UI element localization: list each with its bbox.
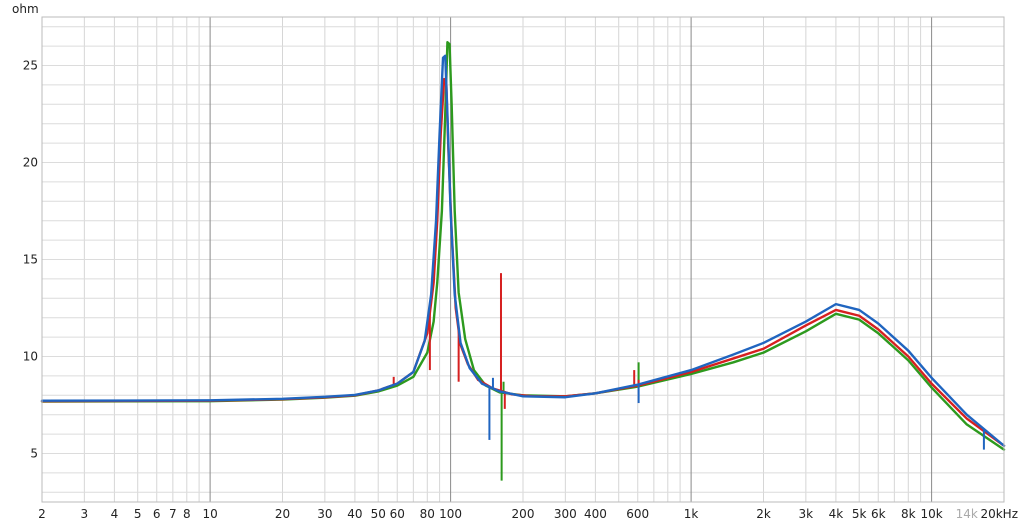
x-tick-label: 3k (799, 507, 814, 521)
x-tick-label: 5 (134, 507, 142, 521)
y-axis-labels: 5 10 15 20 25 (23, 59, 38, 461)
series-layer (40, 41, 1006, 481)
x-tick-label: 6k (871, 507, 886, 521)
x-tick-label: 5k (852, 507, 867, 521)
series-line (40, 41, 1006, 451)
x-tick-label: 10k (920, 507, 942, 521)
series-line (40, 54, 1006, 447)
x-tick-label: 300 (554, 507, 577, 521)
grid-layer (41, 17, 1005, 502)
x-axis-labels: 2 3 4 5 6 7 8 10 20 30 40 50 60 80 100 200 300 400 600 1k 2k… (38, 507, 1018, 521)
x-tick-label: 2 (38, 507, 46, 521)
y-tick-label: 15 (23, 253, 38, 267)
x-tick-label: 4 (111, 507, 119, 521)
x-tick-label: 6 (153, 507, 161, 521)
x-tick-label: 1k (684, 507, 699, 521)
x-tick-label: 60 (390, 507, 405, 521)
y-tick-label: 5 (30, 447, 38, 461)
x-tick-label: 3 (81, 507, 89, 521)
plot-border (41, 16, 1005, 503)
x-tick-label: 100 (439, 507, 462, 521)
x-tick-label: 4k (829, 507, 844, 521)
y-tick-label: 10 (23, 350, 38, 364)
x-tick-label: 40 (347, 507, 362, 521)
x-tick-label: 20kHz (980, 507, 1018, 521)
y-tick-label: 25 (23, 59, 38, 73)
x-tick-label: 10 (202, 507, 217, 521)
y-axis-unit-label: ohm (12, 2, 39, 16)
x-tick-label: 8k (901, 507, 916, 521)
x-tick-label: 200 (512, 507, 535, 521)
x-tick-label: 80 (420, 507, 435, 521)
y-tick-label: 20 (23, 156, 38, 170)
x-tick-label: 600 (626, 507, 649, 521)
x-tick-label: 2k (756, 507, 771, 521)
x-tick-label: 50 (371, 507, 386, 521)
x-tick-label: 400 (584, 507, 607, 521)
x-tick-label: 8 (183, 507, 191, 521)
x-tick-label: 30 (317, 507, 332, 521)
x-tick-label: 14k (956, 507, 978, 521)
x-tick-label: 20 (275, 507, 290, 521)
x-tick-label: 7 (169, 507, 177, 521)
